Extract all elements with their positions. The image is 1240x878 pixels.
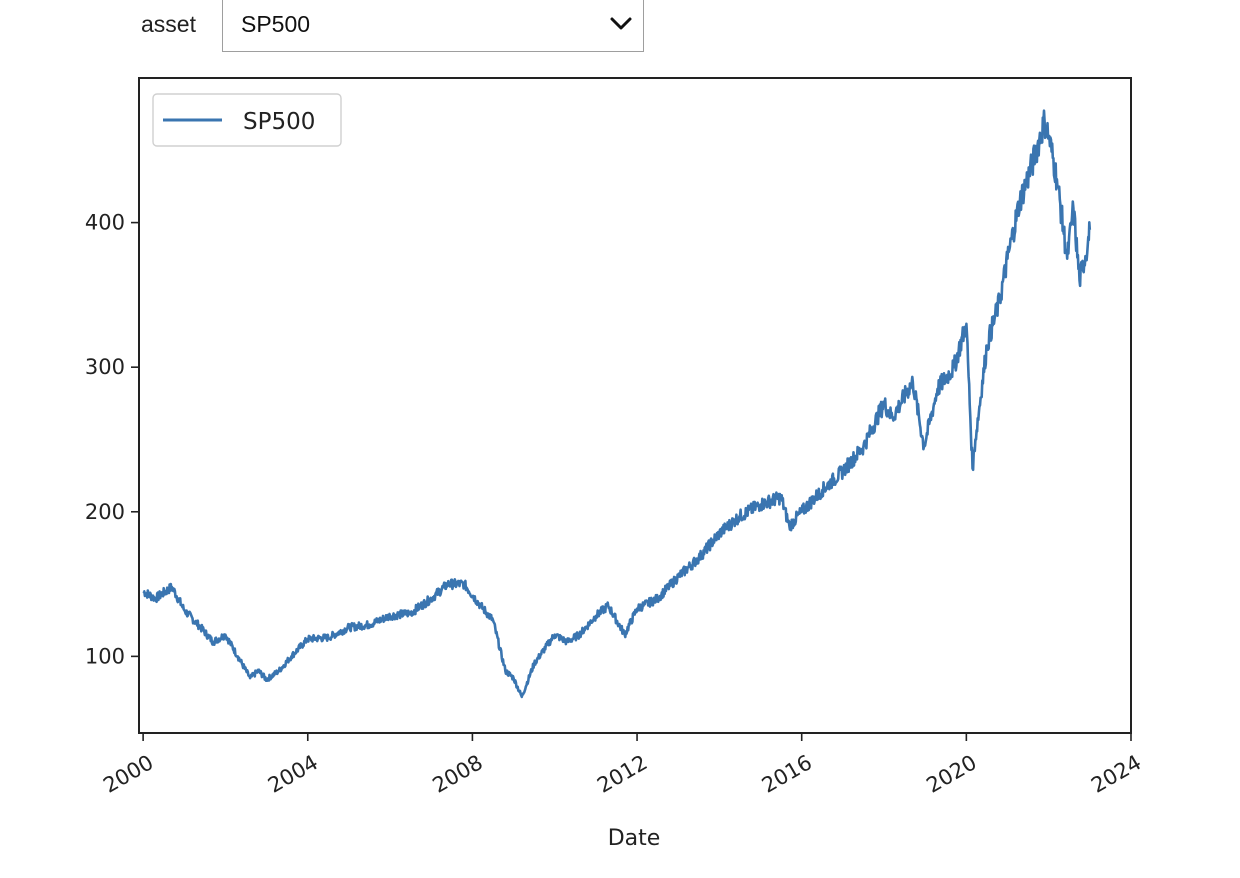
y-tick-label: 300 (85, 355, 125, 379)
asset-select[interactable]: SP500 (222, 0, 644, 52)
x-tick-label: 2024 (1087, 750, 1145, 798)
x-tick-label: 2016 (758, 750, 816, 798)
series-line-sp500 (142, 109, 1092, 699)
chart-legend: SP500 (152, 93, 342, 147)
y-tick-label: 100 (85, 644, 125, 668)
x-tick-label: 2020 (922, 750, 980, 798)
x-tick-label: 2008 (428, 750, 486, 798)
asset-label: asset (141, 11, 196, 37)
legend-label: SP500 (243, 109, 315, 135)
x-tick-label: 2012 (593, 750, 651, 798)
plot-frame (138, 77, 1132, 734)
x-axis-title: Date (608, 826, 661, 851)
chart-axes: 100 200 300 400 2000 2004 2008 2012 2016 2020 2024… (85, 77, 1145, 851)
y-tick-label: 400 (85, 211, 125, 235)
chevron-down-icon (610, 17, 632, 30)
chart-lines (142, 109, 1092, 699)
asset-control: asset SP500 (0, 0, 700, 60)
y-tick-label: 200 (85, 500, 125, 524)
x-tick-label: 2004 (264, 750, 322, 798)
asset-select-value: SP500 (241, 11, 311, 37)
legend-box (152, 93, 342, 147)
x-tick-label: 2000 (99, 750, 157, 798)
